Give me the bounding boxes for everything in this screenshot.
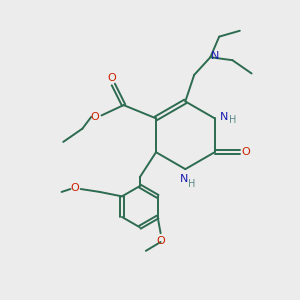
Text: H: H: [188, 179, 195, 190]
Text: N: N: [211, 51, 219, 61]
Text: H: H: [229, 115, 236, 125]
Text: N: N: [220, 112, 228, 122]
Text: N: N: [180, 174, 188, 184]
Text: O: O: [156, 236, 165, 245]
Text: O: O: [70, 183, 79, 194]
Text: O: O: [242, 147, 250, 157]
Text: O: O: [91, 112, 99, 122]
Text: O: O: [107, 73, 116, 83]
